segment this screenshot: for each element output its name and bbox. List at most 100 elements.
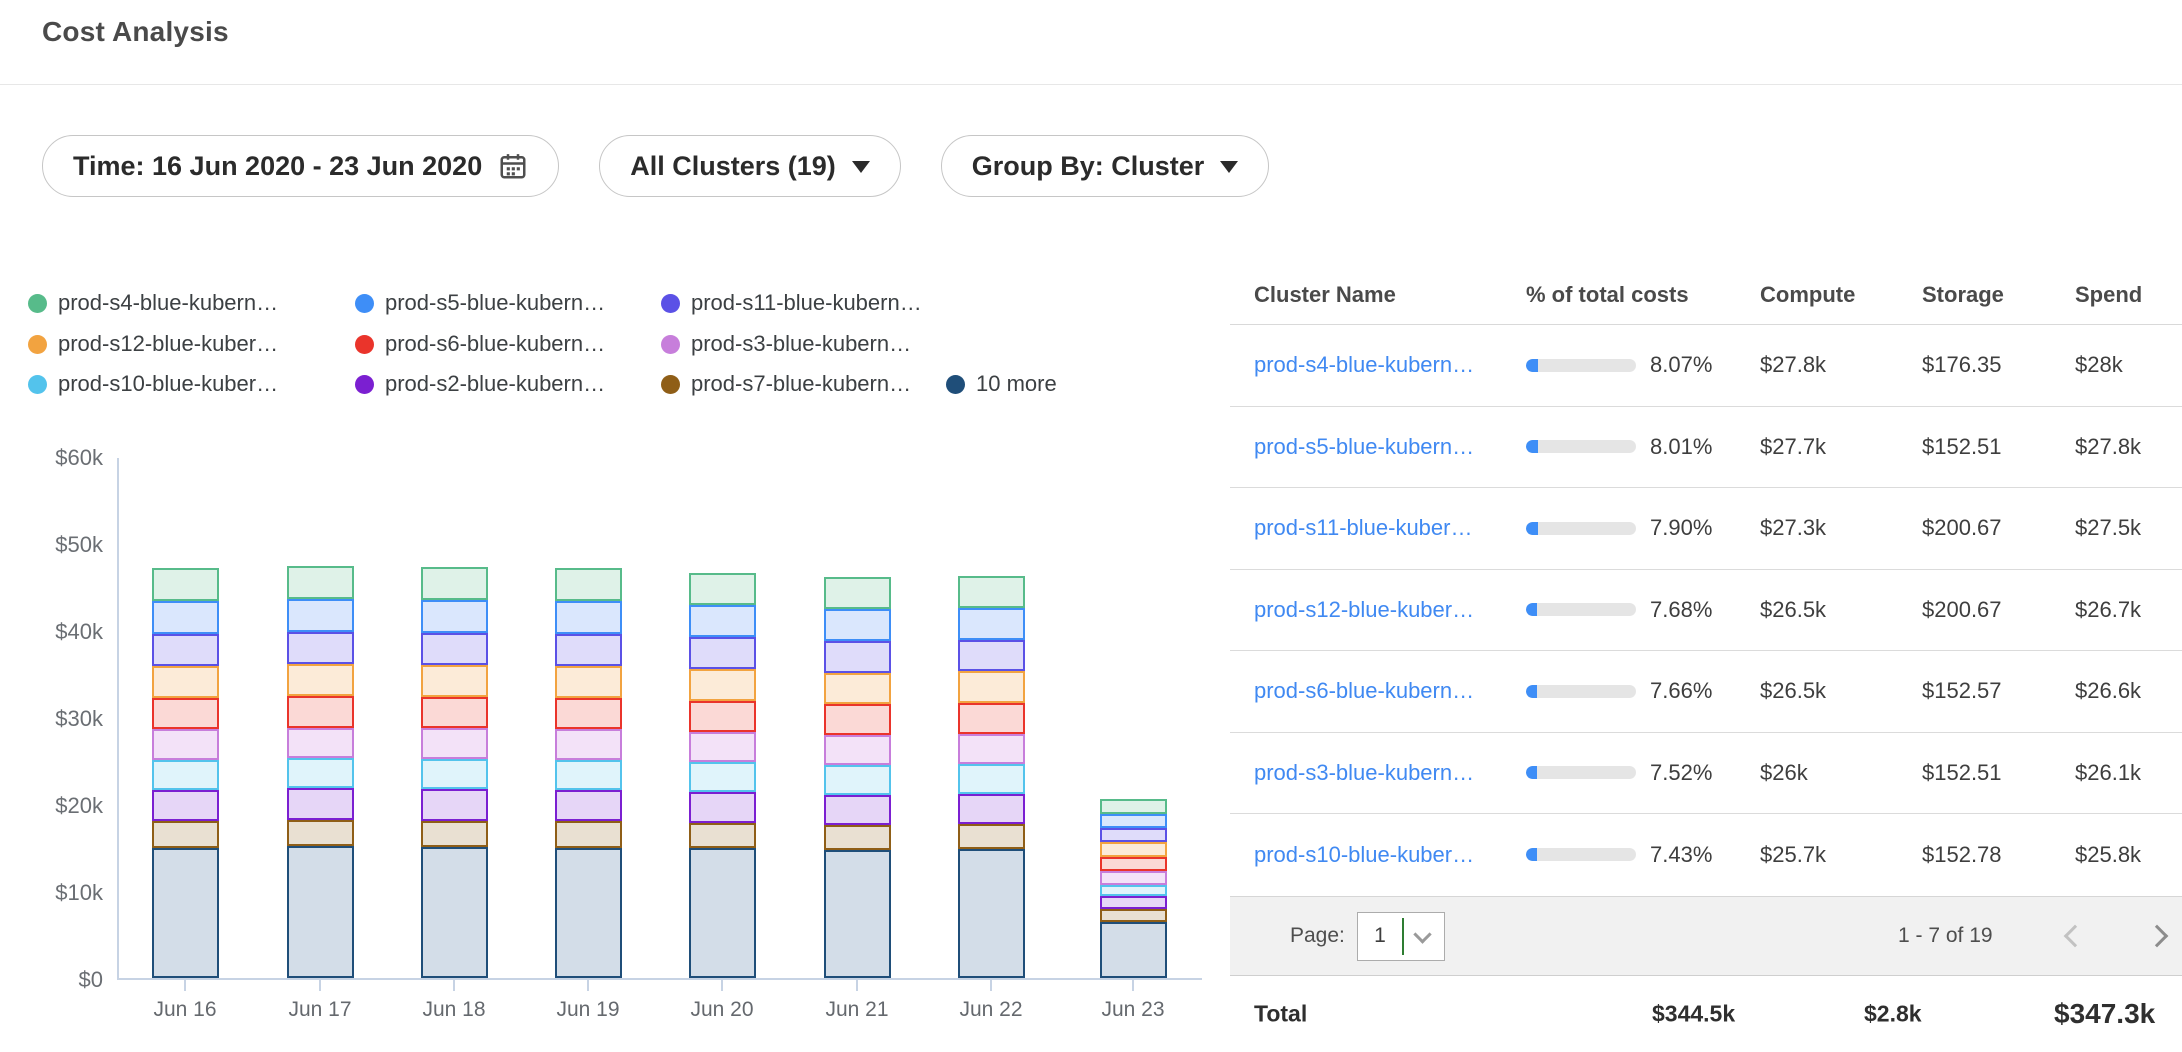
bar-segment xyxy=(420,697,488,729)
chevron-down-icon xyxy=(1220,161,1239,173)
cluster-link[interactable]: prod-s10-blue-kuber… xyxy=(1254,841,1475,867)
bar-segment xyxy=(286,566,354,600)
time-range-filter[interactable]: Time: 16 Jun 2020 - 23 Jun 2020 xyxy=(42,135,560,197)
legend-item[interactable]: prod-s10-blue-kuber… xyxy=(28,369,278,399)
pct-cell: 8.01% xyxy=(1526,434,1760,460)
bar-segment xyxy=(286,788,354,820)
cluster-cost-table: Cluster Name % of total costs Compute Stora… xyxy=(1230,265,2182,1052)
bar-segment xyxy=(688,637,756,670)
column-header: Storage xyxy=(1922,281,2004,307)
bar-segment xyxy=(688,700,756,732)
bar-segment xyxy=(823,609,891,642)
table-header: Cluster Name % of total costs Compute Stora… xyxy=(1230,265,2182,325)
legend-dot-icon xyxy=(355,293,374,313)
cluster-link[interactable]: prod-s6-blue-kubern… xyxy=(1254,678,1475,704)
chevron-down-icon xyxy=(851,161,870,173)
y-axis-tick-label: $10k xyxy=(55,880,103,905)
bar-segment xyxy=(823,734,891,765)
legend-dot-icon xyxy=(661,334,680,354)
bar-segment xyxy=(688,791,756,823)
y-axis-tick-label: $60k xyxy=(55,445,103,470)
page-title: Cost Analysis xyxy=(42,16,229,47)
legend-item[interactable]: prod-s4-blue-kubern… xyxy=(28,288,278,318)
y-axis-tick-label: $40k xyxy=(55,619,103,644)
pct-progress-bar xyxy=(1526,766,1636,780)
bar-segment xyxy=(554,600,622,634)
bar-segment xyxy=(1099,922,1167,978)
pct-value: 7.43% xyxy=(1650,841,1713,867)
page-label: Page: xyxy=(1290,923,1345,947)
cluster-link[interactable]: prod-s4-blue-kubern… xyxy=(1254,352,1475,378)
chevron-down-icon xyxy=(1413,924,1432,944)
bar-segment xyxy=(286,664,354,697)
legend-item[interactable]: prod-s11-blue-kubern… xyxy=(661,288,922,318)
cluster-link[interactable]: prod-s5-blue-kubern… xyxy=(1254,433,1475,459)
compute-value: $27.7k xyxy=(1760,433,1827,459)
pct-progress-bar xyxy=(1526,848,1636,862)
page-select-caret xyxy=(1402,917,1404,955)
legend-item-label: prod-s11-blue-kubern… xyxy=(691,290,922,315)
legend-item-label: prod-s10-blue-kuber… xyxy=(58,371,279,396)
x-axis-tick-label: Jun 20 xyxy=(690,998,754,1021)
page-select-value: 1 xyxy=(1374,924,1386,947)
legend-item-label: 10 more xyxy=(976,371,1057,396)
legend-item[interactable]: prod-s3-blue-kubern… xyxy=(661,329,911,359)
stacked-bar xyxy=(151,567,219,978)
page-select[interactable]: 1 xyxy=(1357,911,1445,961)
bar-segment xyxy=(957,733,1025,765)
total-storage: $2.8k xyxy=(1864,1000,1922,1027)
legend-item[interactable]: prod-s2-blue-kubern… xyxy=(355,369,605,399)
x-axis-tick-label: Jun 22 xyxy=(959,998,1023,1021)
bar-segment xyxy=(554,821,622,848)
pct-progress-fill xyxy=(1526,603,1538,617)
compute-value: $25.7k xyxy=(1760,841,1827,867)
bar-segment xyxy=(554,697,622,730)
pct-progress-fill xyxy=(1526,521,1538,535)
bar-segment xyxy=(1099,871,1167,886)
pct-progress-fill xyxy=(1526,358,1538,372)
legend-dot-icon xyxy=(28,334,47,354)
bar-segment xyxy=(957,671,1025,703)
table-row: prod-s4-blue-kubern… 8.07% $27.8k $176.35 $2… xyxy=(1230,325,2182,407)
bar-segment xyxy=(420,759,488,790)
cluster-link[interactable]: prod-s3-blue-kubern… xyxy=(1254,759,1475,785)
cluster-link[interactable]: prod-s12-blue-kuber… xyxy=(1254,596,1475,622)
bar-segment xyxy=(151,665,219,698)
bar-segment xyxy=(1099,896,1167,910)
prev-page-button[interactable] xyxy=(2058,919,2092,953)
y-axis-tick-label: $30k xyxy=(55,706,103,731)
legend-dot-icon xyxy=(355,334,374,354)
total-spend: $347.3k xyxy=(2054,998,2156,1030)
bar-segment xyxy=(688,572,756,606)
bar-segment xyxy=(823,641,891,673)
bar-segment xyxy=(420,820,488,847)
spend-value: $26.1k xyxy=(2075,759,2142,785)
legend-item[interactable]: prod-s7-blue-kubern… xyxy=(661,369,911,399)
column-header: Cluster Name xyxy=(1254,281,1396,307)
page-range: 1 - 7 of 19 xyxy=(1898,923,1993,947)
clusters-filter[interactable]: All Clusters (19) xyxy=(599,135,901,197)
bar-segment xyxy=(1099,841,1167,858)
chevron-right-icon xyxy=(2145,924,2169,947)
bar-segment xyxy=(957,849,1025,978)
legend-item-label: prod-s6-blue-kubern… xyxy=(385,331,606,356)
x-axis-tick xyxy=(319,978,321,991)
legend-item[interactable]: 10 more xyxy=(946,369,1057,399)
legend-item-label: prod-s4-blue-kubern… xyxy=(58,290,279,315)
pct-value: 7.90% xyxy=(1650,515,1713,541)
cluster-link[interactable]: prod-s11-blue-kuber… xyxy=(1254,515,1473,541)
legend-item[interactable]: prod-s6-blue-kubern… xyxy=(355,329,605,359)
bar-segment xyxy=(823,577,891,610)
x-axis-tick-label: Jun 21 xyxy=(825,998,889,1021)
bar-segment xyxy=(1099,909,1167,923)
bar-segment xyxy=(286,599,354,632)
bar-segment xyxy=(957,764,1025,794)
x-axis-tick xyxy=(587,978,589,991)
stacked-bar xyxy=(957,575,1025,978)
group-by-filter[interactable]: Group By: Cluster xyxy=(940,135,1270,197)
next-page-button[interactable] xyxy=(2140,919,2174,953)
bar-segment xyxy=(823,672,891,705)
spend-value: $26.7k xyxy=(2075,596,2142,622)
legend-item[interactable]: prod-s5-blue-kubern… xyxy=(355,288,605,318)
legend-item[interactable]: prod-s12-blue-kuber… xyxy=(28,329,278,359)
